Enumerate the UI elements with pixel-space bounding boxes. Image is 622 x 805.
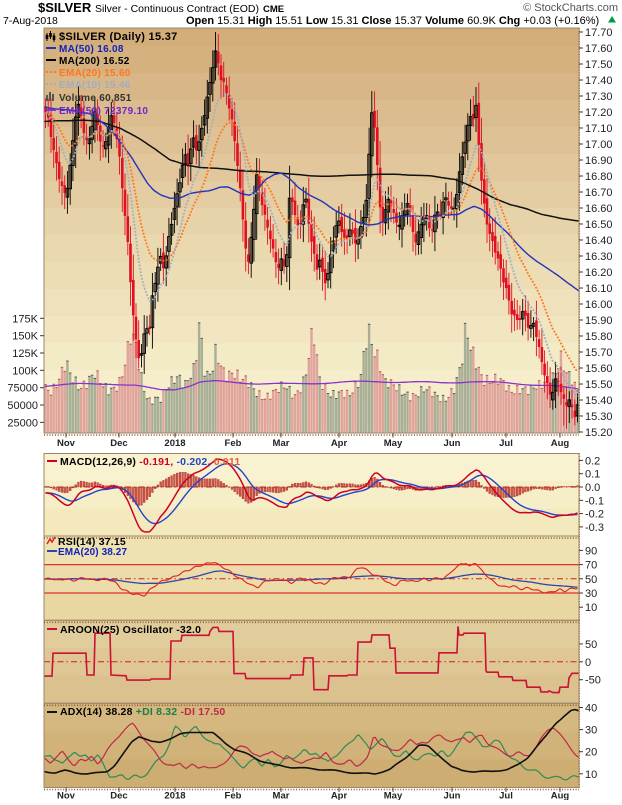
svg-text:-0.1: -0.1 [585,495,604,507]
svg-text:17.20: 17.20 [585,107,613,119]
svg-text:MA(200) 16.52: MA(200) 16.52 [59,56,130,67]
svg-text:16.80: 16.80 [585,171,613,183]
svg-text:15.40: 15.40 [585,395,613,407]
svg-text:150K: 150K [12,331,38,343]
svg-text:Nov: Nov [57,438,76,449]
svg-text:May: May [384,791,403,801]
svg-text:MA(50) 16.08: MA(50) 16.08 [59,44,124,55]
svg-text:90: 90 [585,545,597,557]
svg-text:16.00: 16.00 [585,299,613,311]
svg-text:Apr: Apr [331,791,348,801]
svg-text:MACD(12,26,9) -0.191, -0.202,: MACD(12,26,9) -0.191, -0.202, 0.011 [60,456,240,468]
svg-text:30: 30 [585,588,597,600]
svg-text:Jul: Jul [499,438,513,449]
svg-text:-0.2: -0.2 [585,509,604,521]
svg-text:Dec: Dec [110,438,127,449]
svg-text:16.30: 16.30 [585,251,613,263]
svg-text:© StockCharts.com: © StockCharts.com [523,2,618,14]
svg-text:15.80: 15.80 [585,331,613,343]
svg-text:2018: 2018 [164,791,185,801]
svg-text:Feb: Feb [225,791,242,801]
svg-text:15.20: 15.20 [585,427,613,439]
svg-text:-0.3: -0.3 [585,522,604,534]
svg-text:17.70: 17.70 [585,27,613,39]
svg-text:50: 50 [585,574,597,586]
svg-text:EMA(50) 72379.10: EMA(50) 72379.10 [59,106,148,117]
svg-text:0.2: 0.2 [585,455,600,467]
svg-text:AROON(25) Oscillator -32.0: AROON(25) Oscillator -32.0 [60,624,201,636]
svg-text:$SILVER (Daily) 15.37: $SILVER (Daily) 15.37 [59,31,178,43]
svg-text:EMA(10) 15.46: EMA(10) 15.46 [59,80,131,91]
svg-text:EMA(20) 38.27: EMA(20) 38.27 [58,547,127,558]
svg-text:16.70: 16.70 [585,187,613,199]
svg-text:EMA(20) 15.60: EMA(20) 15.60 [59,68,131,79]
svg-text:10: 10 [585,602,597,614]
svg-text:Aug: Aug [551,438,570,449]
svg-text:Jun: Jun [444,438,461,449]
svg-text:Mar: Mar [273,791,290,801]
svg-text:15.50: 15.50 [585,379,613,391]
svg-text:0.1: 0.1 [585,469,600,481]
svg-text:17.40: 17.40 [585,75,613,87]
svg-text:0: 0 [585,657,591,669]
svg-text:10: 10 [585,769,597,781]
svg-text:30: 30 [585,725,597,737]
svg-text:17.10: 17.10 [585,123,613,135]
svg-text:Silver - Continuous Contract (: Silver - Continuous Contract (EOD) [95,3,259,15]
svg-text:17.00: 17.00 [585,139,613,151]
svg-text:Jul: Jul [499,791,513,801]
svg-text:Mar: Mar [273,438,290,449]
svg-text:16.90: 16.90 [585,155,613,167]
svg-text:16.10: 16.10 [585,283,613,295]
svg-text:Dec: Dec [110,791,127,801]
svg-text:15.60: 15.60 [585,363,613,375]
svg-text:Volume 60,851: Volume 60,851 [59,93,132,104]
svg-text:7-Aug-2018: 7-Aug-2018 [3,15,58,27]
svg-text:15.90: 15.90 [585,315,613,327]
svg-text:17.50: 17.50 [585,59,613,71]
svg-text:17.60: 17.60 [585,43,613,55]
svg-text:16.50: 16.50 [585,219,613,231]
svg-text:Apr: Apr [331,438,348,449]
svg-text:16.20: 16.20 [585,267,613,279]
svg-text:17.30: 17.30 [585,91,613,103]
svg-text:2018: 2018 [164,438,185,449]
svg-text:$SILVER: $SILVER [38,0,92,15]
svg-text:75000: 75000 [7,383,38,395]
svg-text:40: 40 [585,703,597,715]
svg-text:Nov: Nov [57,791,76,801]
svg-text:50000: 50000 [7,400,38,412]
svg-text:Jun: Jun [444,791,461,801]
svg-text:16.40: 16.40 [585,235,613,247]
svg-text:-50: -50 [585,675,601,687]
svg-text:100K: 100K [12,365,38,377]
svg-text:Feb: Feb [225,438,242,449]
svg-text:May: May [384,438,403,449]
svg-text:Open 15.31 High 15.51 Low 15.3: Open 15.31 High 15.51 Low 15.31 Close 15… [186,15,599,27]
svg-text:50: 50 [585,639,597,651]
svg-text:70: 70 [585,560,597,572]
svg-text:16.60: 16.60 [585,203,613,215]
svg-text:25000: 25000 [7,417,38,429]
svg-text:125K: 125K [12,348,38,360]
svg-text:20: 20 [585,747,597,759]
svg-text:ADX(14) 38.28 +DI 8.32 -DI 17.: ADX(14) 38.28 +DI 8.32 -DI 17.50 [60,706,225,718]
svg-text:175K: 175K [12,313,38,325]
svg-text:15.30: 15.30 [585,411,613,423]
svg-text:Aug: Aug [551,791,570,801]
svg-text:0.0: 0.0 [585,482,600,494]
svg-text:15.70: 15.70 [585,347,613,359]
svg-text:CME: CME [263,4,284,15]
